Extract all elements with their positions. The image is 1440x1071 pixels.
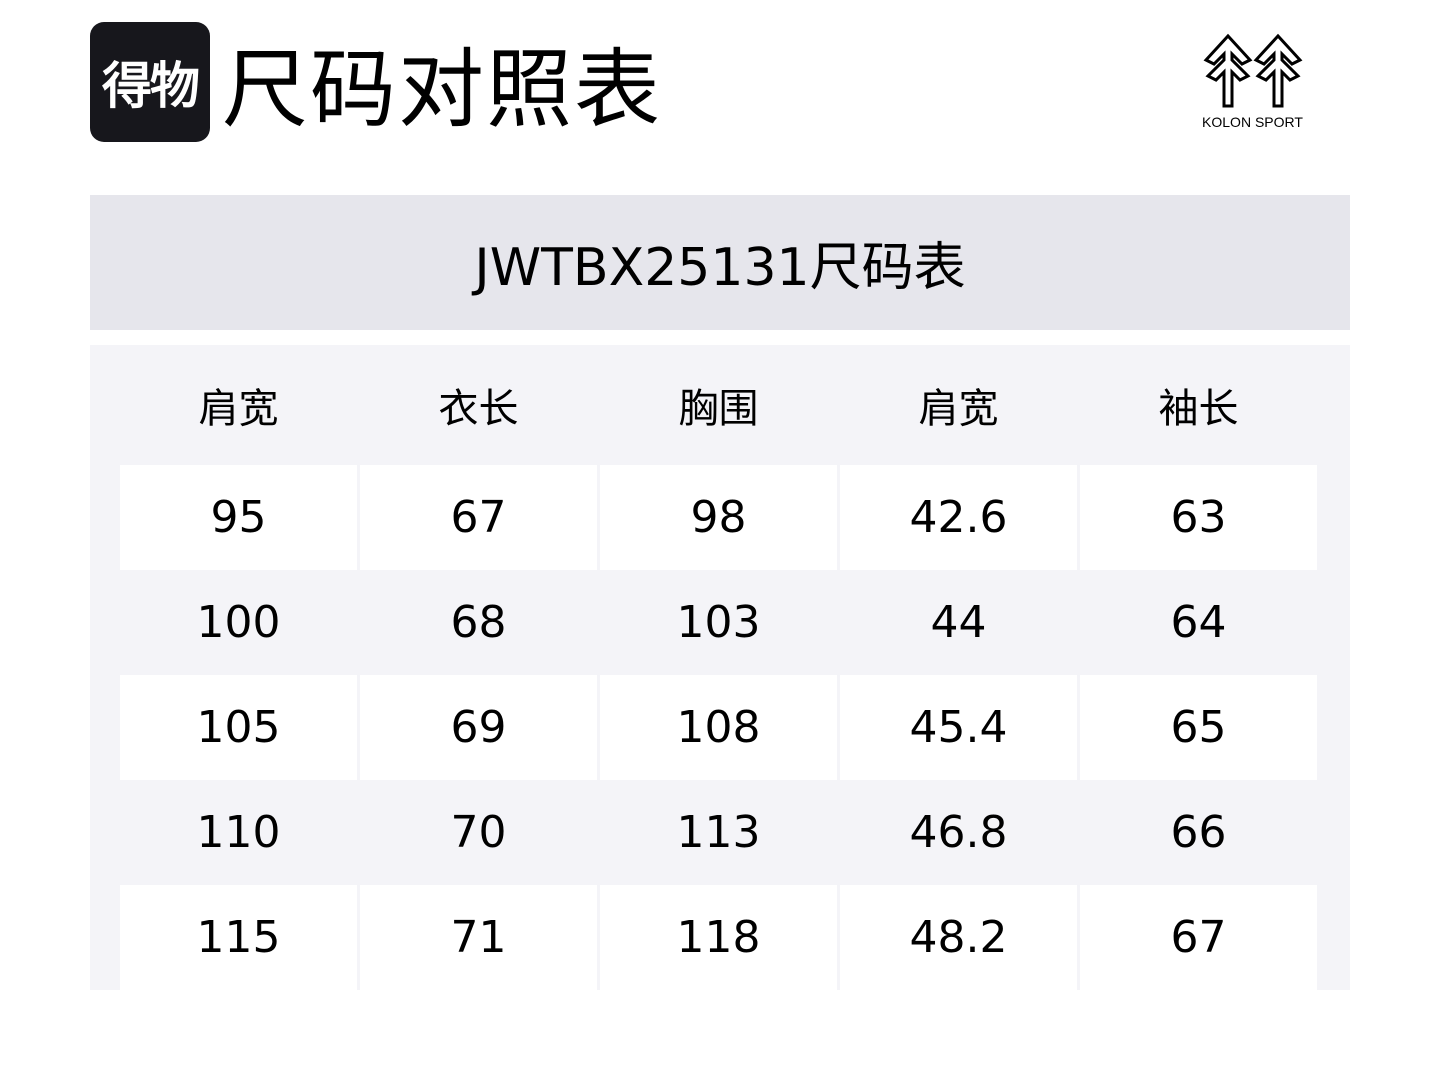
table-row: 95 67 98 42.6 63 [120, 465, 1320, 570]
table-cell: 69 [360, 675, 597, 780]
table-cell: 118 [600, 885, 837, 990]
table-cell: 98 [600, 465, 837, 570]
table-cell: 65 [1080, 675, 1317, 780]
table-cell: 45.4 [840, 675, 1077, 780]
table-cell: 64 [1170, 597, 1227, 648]
column-header: 袖长 [1158, 386, 1239, 432]
column-header: 肩宽 [198, 386, 279, 432]
table-row: 110 70 113 46.8 66 [120, 780, 1320, 885]
table-cell: 110 [196, 807, 281, 858]
table-cell: 95 [120, 465, 357, 570]
table-title: JWTBX25131尺码表 [90, 195, 1350, 330]
column-header: 衣长 [438, 386, 519, 432]
table-cell: 66 [1170, 807, 1227, 858]
table-cell: 70 [450, 807, 507, 858]
table-cell: 108 [600, 675, 837, 780]
table-cell: 113 [676, 807, 761, 858]
column-header: 肩宽 [918, 386, 999, 432]
table-row: 105 69 108 45.4 65 [120, 675, 1320, 780]
table-header-row: 肩宽 衣长 胸围 肩宽 袖长 [120, 345, 1320, 465]
table-cell: 115 [120, 885, 357, 990]
table-row: 100 68 103 44 64 [120, 570, 1320, 675]
table-row: 115 71 118 48.2 67 [120, 885, 1320, 990]
table-cell: 67 [1080, 885, 1317, 990]
table-cell: 103 [676, 597, 761, 648]
size-table: 肩宽 衣长 胸围 肩宽 袖长 95 67 98 42.6 63 100 68 103 44 64 1… [90, 345, 1350, 990]
table-cell: 100 [196, 597, 281, 648]
table-cell: 46.8 [909, 807, 1008, 858]
table-cell: 48.2 [840, 885, 1077, 990]
table-cell: 44 [930, 597, 987, 648]
column-header: 胸围 [678, 386, 759, 432]
brand-name: KOLON SPORT [1202, 114, 1303, 130]
table-cell: 71 [360, 885, 597, 990]
page-title: 尺码对照表 [222, 40, 662, 140]
table-cell: 63 [1080, 465, 1317, 570]
table-cell: 67 [360, 465, 597, 570]
kolon-tree-logo-icon [1203, 33, 1302, 108]
kolon-sport-logo: KOLON SPORT [1190, 30, 1315, 130]
table-cell: 68 [450, 597, 507, 648]
table-cell: 105 [120, 675, 357, 780]
table-cell: 42.6 [840, 465, 1077, 570]
dewu-logo-badge: 得物 [90, 22, 210, 142]
